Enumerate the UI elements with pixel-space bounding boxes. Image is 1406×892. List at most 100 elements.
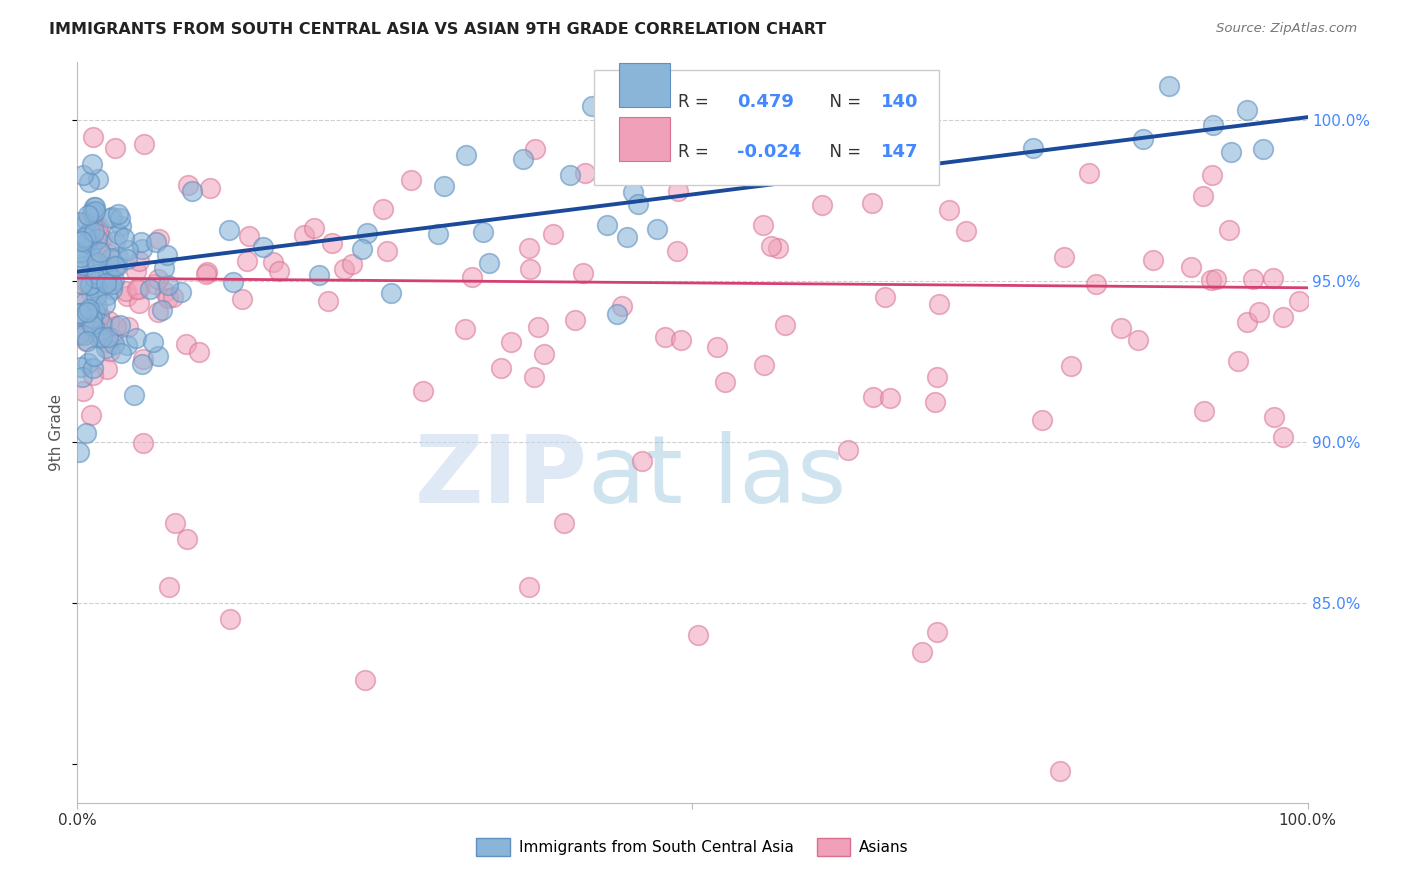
Point xyxy=(83,305,105,319)
Point xyxy=(925,625,948,640)
Point xyxy=(1272,430,1295,444)
Text: at las: at las xyxy=(588,431,846,523)
Point xyxy=(107,207,129,221)
Point xyxy=(302,221,325,235)
Point xyxy=(1220,145,1243,159)
Point xyxy=(627,197,650,211)
Point xyxy=(177,178,200,192)
Point xyxy=(82,205,104,219)
Point xyxy=(955,224,977,238)
Point xyxy=(354,673,377,688)
Point xyxy=(131,242,153,256)
Point xyxy=(86,299,108,313)
Point xyxy=(517,580,540,594)
Point xyxy=(523,142,546,156)
Point xyxy=(69,327,91,342)
Point xyxy=(75,227,97,242)
Point xyxy=(501,334,523,349)
Point xyxy=(1031,413,1053,427)
Point xyxy=(292,228,315,243)
Point xyxy=(103,273,125,287)
Point xyxy=(553,516,575,530)
Point xyxy=(87,172,110,186)
Point xyxy=(612,299,634,313)
Point xyxy=(128,254,150,268)
Point xyxy=(491,361,513,376)
Point xyxy=(83,271,105,285)
Point xyxy=(860,196,883,211)
Point xyxy=(107,227,129,241)
Point xyxy=(91,317,114,331)
Point xyxy=(75,325,97,339)
Point xyxy=(773,318,796,333)
Point xyxy=(84,282,107,296)
Point xyxy=(89,308,111,322)
Point xyxy=(188,344,211,359)
Point xyxy=(621,185,644,199)
Point xyxy=(131,351,153,366)
Point xyxy=(645,222,668,236)
Point xyxy=(153,261,176,276)
Point xyxy=(114,284,136,298)
Point xyxy=(70,359,93,374)
Point xyxy=(77,208,100,222)
Text: R =: R = xyxy=(678,94,714,112)
Point xyxy=(456,148,478,162)
Point xyxy=(70,244,93,259)
Point xyxy=(100,251,122,265)
Text: 147: 147 xyxy=(880,144,918,161)
Point xyxy=(517,241,540,255)
Point xyxy=(86,232,108,246)
Text: Source: ZipAtlas.com: Source: ZipAtlas.com xyxy=(1216,22,1357,36)
Point xyxy=(73,229,96,244)
Point xyxy=(79,238,101,252)
Point xyxy=(82,361,104,376)
Point xyxy=(79,256,101,270)
Point xyxy=(97,268,120,282)
Point xyxy=(70,234,93,248)
Point xyxy=(97,259,120,273)
Point xyxy=(526,320,548,334)
Point xyxy=(1049,764,1071,778)
Point xyxy=(454,322,477,336)
Point xyxy=(110,346,132,360)
Point xyxy=(181,184,204,198)
Point xyxy=(150,302,173,317)
Point xyxy=(89,245,111,260)
Point xyxy=(350,242,373,256)
Point xyxy=(131,235,153,250)
Point xyxy=(97,330,120,344)
Point xyxy=(1111,321,1133,335)
Point xyxy=(706,340,728,354)
Point xyxy=(928,296,950,310)
Point xyxy=(67,308,90,322)
Point xyxy=(117,289,139,303)
Point xyxy=(101,258,124,272)
Point xyxy=(100,331,122,345)
Point xyxy=(84,255,107,269)
Point xyxy=(83,201,105,215)
Point xyxy=(142,335,165,350)
Point xyxy=(91,230,114,244)
Point xyxy=(1159,78,1181,93)
Point xyxy=(103,337,125,351)
Point xyxy=(80,318,103,332)
Point xyxy=(1180,260,1202,274)
Point xyxy=(686,628,709,642)
Point xyxy=(924,394,946,409)
Point xyxy=(810,198,832,212)
Point xyxy=(115,252,138,267)
Point xyxy=(574,166,596,180)
Point xyxy=(82,316,104,330)
Point xyxy=(321,235,343,250)
Point xyxy=(472,225,495,239)
Point xyxy=(100,273,122,287)
Point xyxy=(1126,333,1149,347)
Point xyxy=(156,248,179,262)
Point xyxy=(148,349,170,363)
Point xyxy=(669,333,692,347)
Point xyxy=(262,255,284,269)
Text: N =: N = xyxy=(820,144,866,161)
FancyBboxPatch shape xyxy=(619,63,671,107)
Point xyxy=(98,343,121,358)
